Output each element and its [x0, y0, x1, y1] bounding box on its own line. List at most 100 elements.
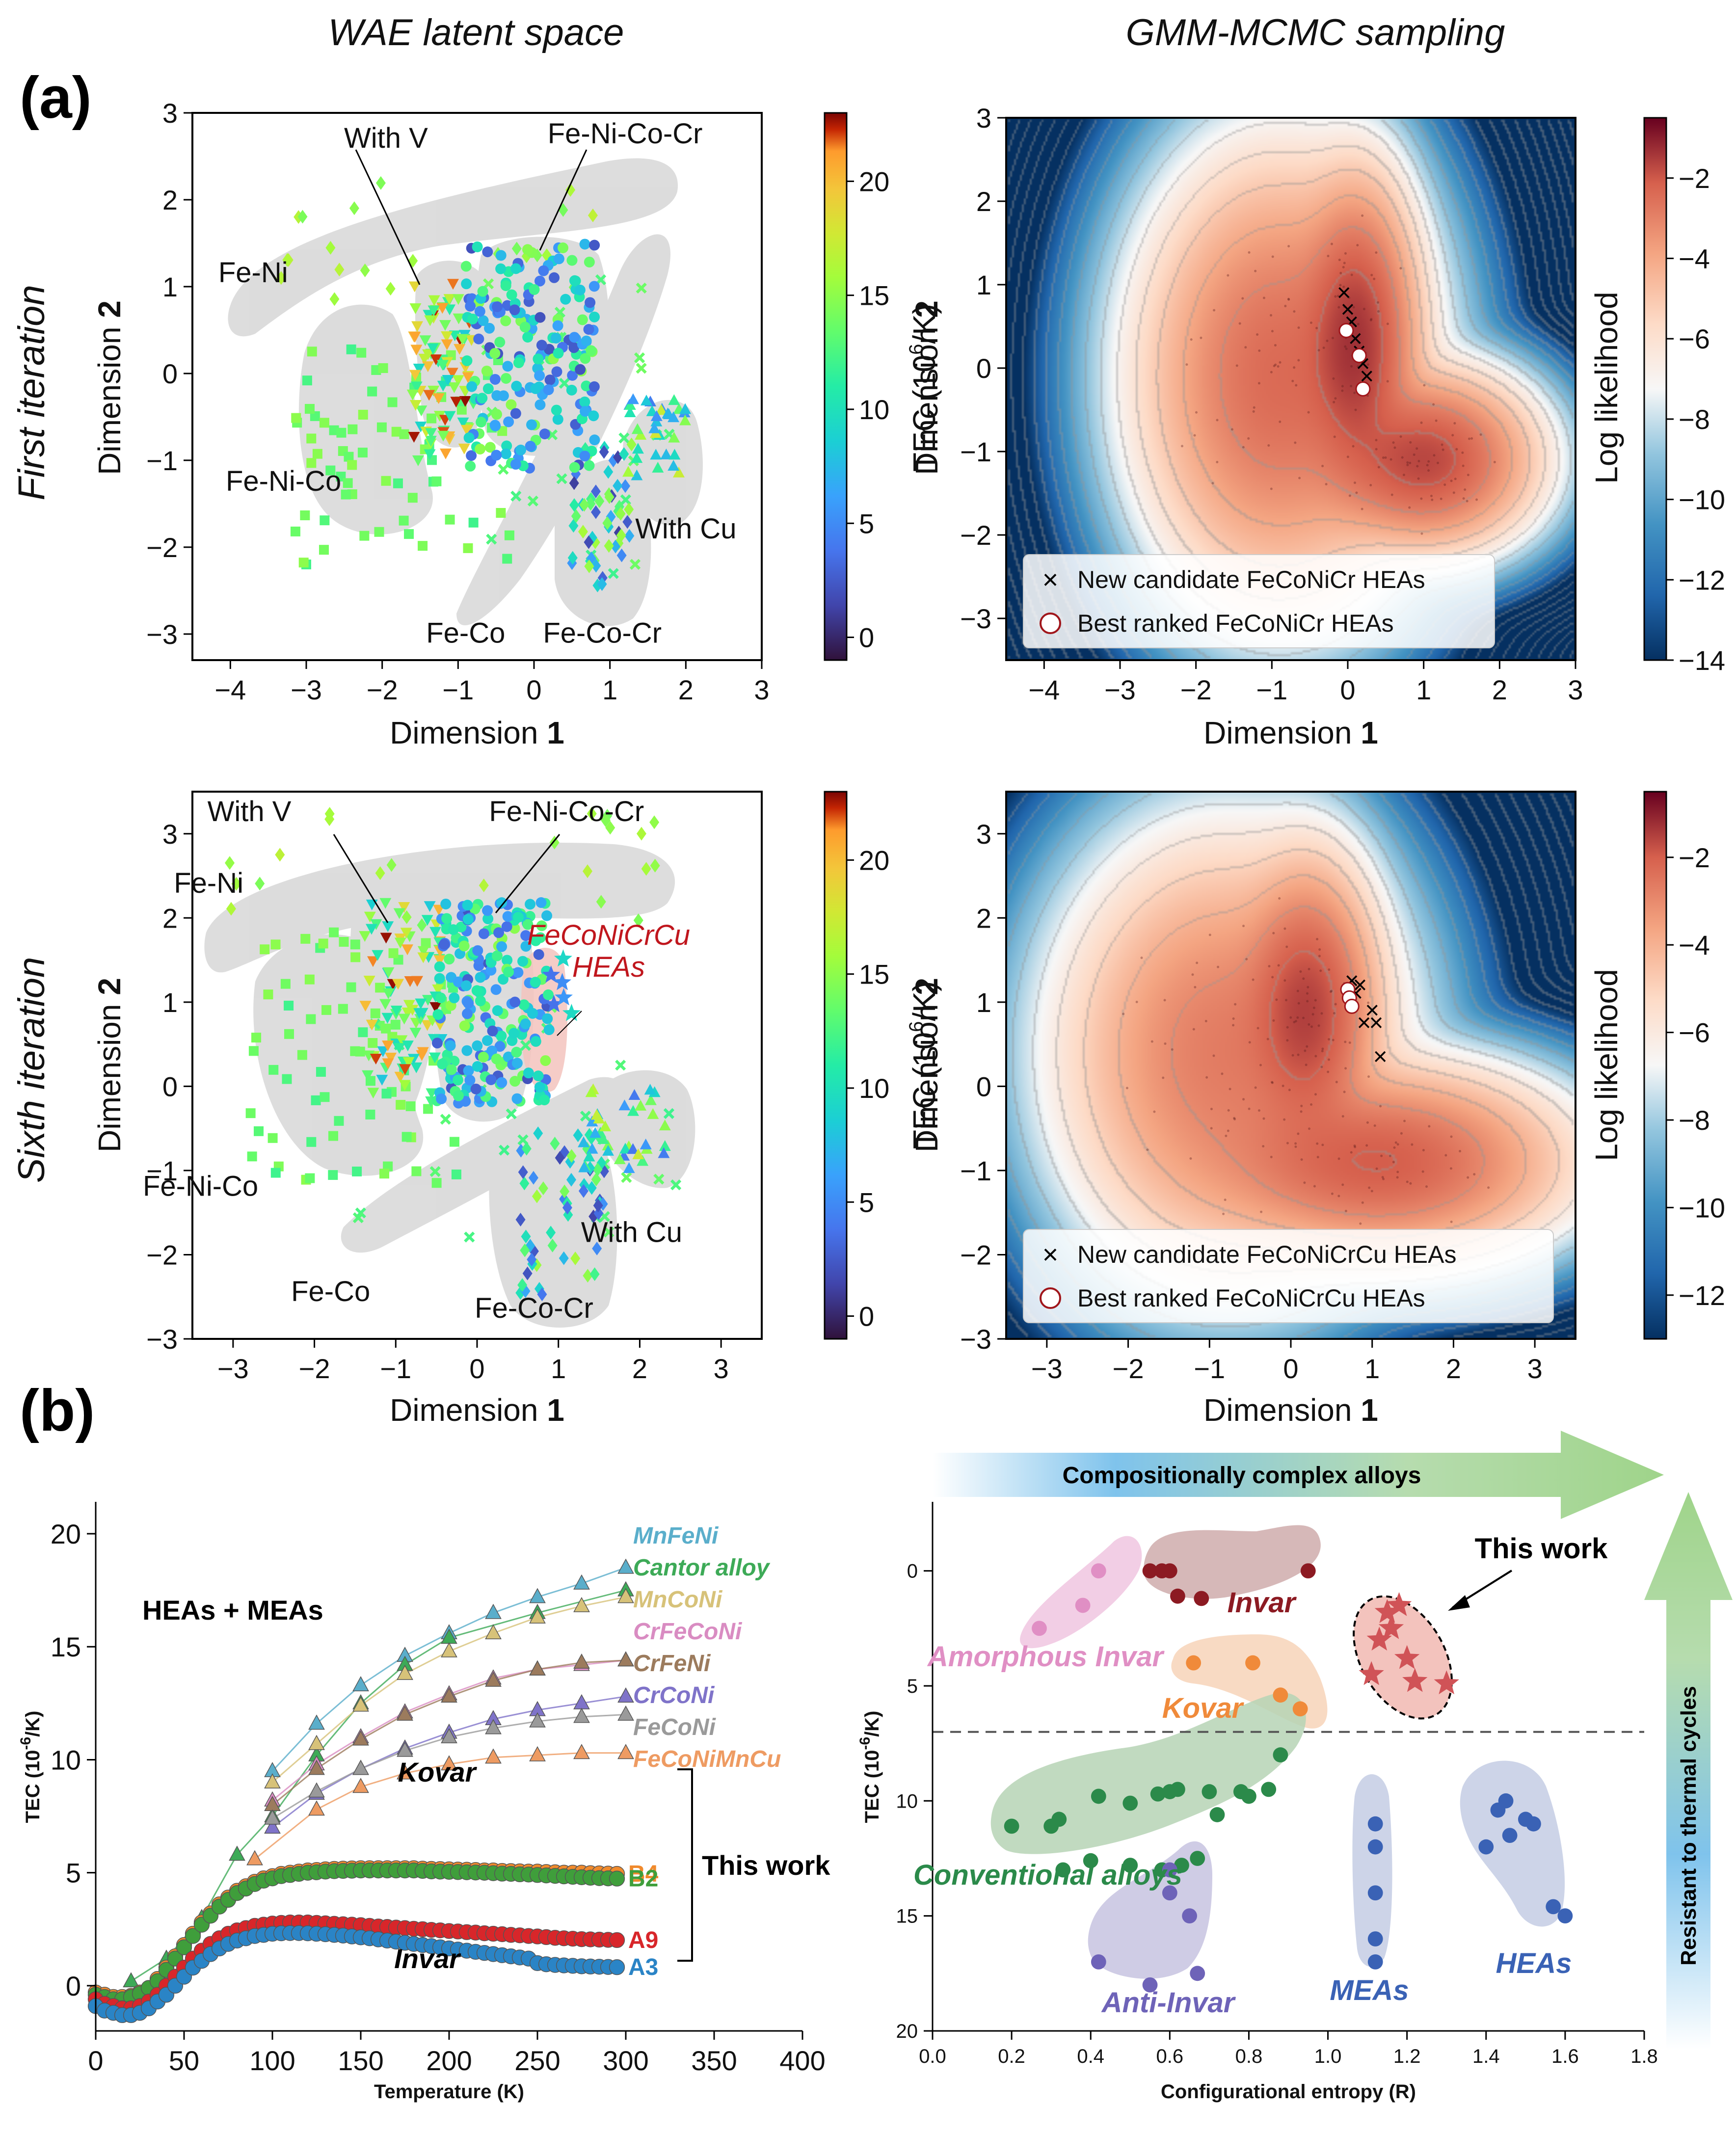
mcmc-sample-dot	[1274, 344, 1277, 347]
point-fe-ni-co-cr	[520, 1018, 531, 1030]
point-fe-ni	[479, 879, 489, 893]
x-tick-label: 1	[1416, 674, 1431, 705]
point-fe-ni-co-cr	[502, 361, 513, 372]
candidate-marker: ×	[1357, 1009, 1371, 1037]
point-with-cu	[614, 1153, 626, 1164]
mcmc-sample-dot	[1320, 1066, 1323, 1068]
series-markers	[87, 1558, 634, 2023]
point-fe-ni-co-cr	[441, 913, 453, 924]
point-fe-co-stroke-b	[352, 1212, 364, 1224]
point-fe-ni-co	[449, 1137, 459, 1147]
point-with-cu	[668, 431, 680, 443]
mcmc-sample-dot	[1327, 255, 1330, 258]
point-fe-ni	[521, 249, 532, 264]
point-fe-ni	[401, 910, 412, 924]
mcmc-sample-dot	[1317, 1024, 1320, 1027]
latent-points	[276, 176, 692, 592]
point-fe-ni-co-cr	[512, 911, 524, 923]
point-fe-ni-co-cr	[589, 240, 600, 251]
x-tick-label: 0	[88, 2045, 103, 2076]
best-marker	[1338, 323, 1354, 338]
point-fe-ni-co-cr	[530, 935, 541, 946]
series-point	[185, 1928, 201, 1944]
mcmc-sample-dot	[1303, 1181, 1306, 1184]
mcmc-sample-dot	[1390, 493, 1393, 496]
mcmc-sample-dot	[1304, 1049, 1307, 1052]
best-markers	[1340, 982, 1360, 1014]
mcmc-sample-dot	[1315, 326, 1318, 329]
chart-tec-vs-entropy: Compositionally complex alloys Resistant…	[857, 1431, 1733, 2103]
point-with-v	[432, 393, 445, 404]
point-fe-ni-co-cr	[553, 253, 564, 265]
mcmc-sample-dot	[1332, 1039, 1335, 1041]
y-ticks: −3 −2 −1 0 1 2 3	[146, 98, 192, 650]
mcmc-sample-dot	[1279, 361, 1282, 364]
point-fe-ni-co	[352, 1166, 362, 1176]
y-ticks: 0 5 10 15 20	[896, 1561, 933, 2042]
invar-label: Invar	[394, 1943, 461, 1974]
point-fe-ni-co-cr	[553, 347, 564, 359]
x-tick-label: −1	[442, 674, 474, 705]
point-with-v	[424, 315, 436, 326]
point-fe-ni-co-cr	[500, 448, 511, 459]
mcmc-sample-dot	[1329, 990, 1332, 993]
point-with-v	[398, 902, 410, 913]
mcmc-sample-dot	[1267, 444, 1270, 447]
point-with-cu	[659, 1120, 671, 1131]
mcmc-sample-dot	[1331, 1192, 1334, 1195]
point-fe-ni-co	[307, 347, 317, 357]
mcmc-sample-dot	[1417, 460, 1420, 463]
y-tick-label: 1	[976, 269, 991, 300]
point-fe-ni-co-cr	[557, 242, 568, 253]
series-point	[617, 1588, 634, 1603]
mcmc-sample-dot	[1427, 460, 1430, 463]
y-axis-label: TEC (10-6/K)	[18, 1711, 44, 1823]
point-with-v	[416, 1008, 428, 1019]
point-fe-ni-co-cr	[536, 920, 547, 932]
mcmc-sample-dot	[1306, 1000, 1309, 1003]
mcmc-sample-dot	[1376, 301, 1379, 304]
point-fe-ni-co-cr	[466, 381, 478, 392]
point-with-cu	[583, 1150, 595, 1162]
mcmc-sample-dot	[1420, 421, 1423, 424]
mcmc-sample-dot	[1205, 1076, 1208, 1079]
point-fe-ni-co	[365, 1109, 375, 1120]
point-fe-ni-co-cr	[482, 246, 493, 258]
point-with-cu	[648, 422, 661, 433]
point-fe-ni-co-cr	[534, 1081, 545, 1093]
point-fe-ni	[641, 862, 651, 876]
point-fe-ni-co-cr	[588, 381, 600, 392]
point-fe-ni	[511, 241, 522, 256]
region-label: With V	[208, 796, 292, 827]
point-with-v	[409, 332, 421, 343]
point-with-cu	[662, 407, 674, 419]
point-with-v	[424, 901, 436, 912]
candidate-marker: ×	[1365, 996, 1379, 1024]
mcmc-sample-dot	[1333, 435, 1336, 438]
mcmc-sample-dot	[1294, 1142, 1297, 1145]
mcmc-sample-dot	[1377, 310, 1380, 313]
point-heas	[1502, 1828, 1518, 1843]
mcmc-sample-dot	[1359, 1222, 1362, 1225]
point-fe-ni-co	[284, 1029, 294, 1039]
y-tick-label: −3	[960, 603, 991, 634]
series-point	[397, 1665, 413, 1680]
y-tick-label: 10	[51, 1744, 81, 1775]
mcmc-sample-dot	[1394, 1141, 1397, 1144]
point-fe-co	[486, 533, 497, 545]
region-anti-invar	[1088, 1841, 1212, 1979]
mcmc-sample-dot	[1479, 433, 1482, 436]
point-fe-ni-co-cr	[511, 1046, 522, 1058]
mcmc-sample-dot	[1271, 1081, 1274, 1084]
mcmc-sample-dot	[1192, 1028, 1195, 1031]
colorbar-ticks: −12 −10 −8 −6 −4 −2	[1666, 842, 1725, 1311]
annotation-line1: FeCoNiCrCu	[527, 919, 690, 951]
mcmc-sample-dot	[1293, 366, 1296, 369]
point-with-v	[422, 349, 434, 360]
point-with-v	[370, 1054, 382, 1065]
series-point	[176, 1939, 192, 1955]
mcmc-sample-dot	[1373, 277, 1376, 280]
mcmc-sample-dot	[1125, 1087, 1128, 1090]
mcmc-sample-dot	[1308, 1127, 1311, 1130]
